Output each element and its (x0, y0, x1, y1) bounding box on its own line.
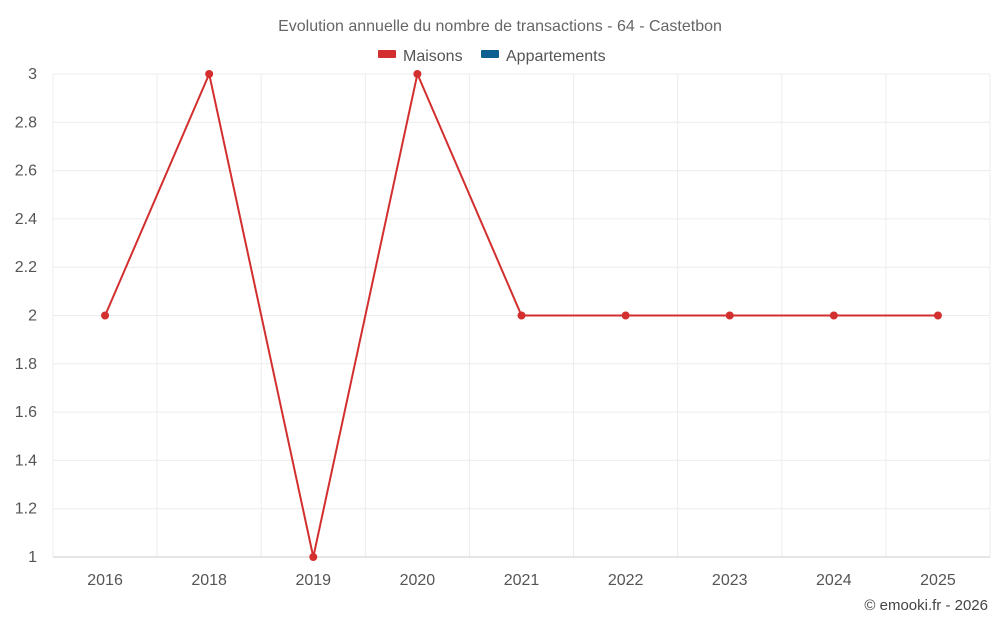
chart-title: Evolution annuelle du nombre de transact… (278, 18, 722, 35)
x-axis-ticks: 2016 2018 2019 2020 2021 2022 2023 2024 2025 (87, 572, 956, 589)
data-point[interactable] (829, 311, 838, 320)
y-tick-label: 1 (28, 549, 37, 566)
y-tick-label: 1.6 (15, 404, 37, 421)
y-tick-label: 2.4 (15, 211, 37, 228)
legend-item-appartements[interactable]: Appartements (481, 48, 606, 65)
legend-swatch-maisons (378, 50, 396, 58)
legend-swatch-appartements (481, 50, 499, 58)
data-point[interactable] (725, 311, 734, 320)
y-tick-label: 1.4 (15, 452, 37, 469)
x-tick-label: 2025 (920, 572, 956, 589)
data-point[interactable] (933, 311, 942, 320)
y-axis-ticks: 1 1.2 1.4 1.6 1.8 2 2.2 2.4 2.6 2.8 3 (15, 66, 37, 566)
y-tick-label: 2.8 (15, 114, 37, 131)
y-tick-label: 1.2 (15, 501, 37, 518)
y-tick-label: 1.8 (15, 356, 37, 373)
legend: Maisons Appartements (378, 48, 606, 65)
x-tick-label: 2019 (295, 572, 331, 589)
data-point[interactable] (309, 553, 318, 561)
data-point[interactable] (621, 311, 630, 320)
legend-label-appartements: Appartements (506, 48, 606, 65)
credit-text: © emooki.fr - 2026 (864, 597, 988, 614)
series-maisons (101, 70, 942, 561)
x-tick-label: 2018 (191, 572, 227, 589)
data-point[interactable] (205, 70, 214, 78)
x-tick-label: 2016 (87, 572, 123, 589)
data-point[interactable] (101, 311, 110, 320)
x-tick-label: 2022 (608, 572, 644, 589)
y-tick-label: 2.6 (15, 163, 37, 180)
x-tick-label: 2021 (504, 572, 540, 589)
data-point[interactable] (413, 70, 422, 78)
data-point[interactable] (517, 311, 526, 320)
x-tick-label: 2020 (400, 572, 436, 589)
x-tick-label: 2023 (712, 572, 748, 589)
y-tick-label: 2.2 (15, 259, 37, 276)
y-tick-label: 3 (28, 66, 37, 83)
x-tick-label: 2024 (816, 572, 852, 589)
legend-label-maisons: Maisons (403, 48, 463, 65)
legend-item-maisons[interactable]: Maisons (378, 48, 463, 65)
y-tick-label: 2 (28, 308, 37, 325)
